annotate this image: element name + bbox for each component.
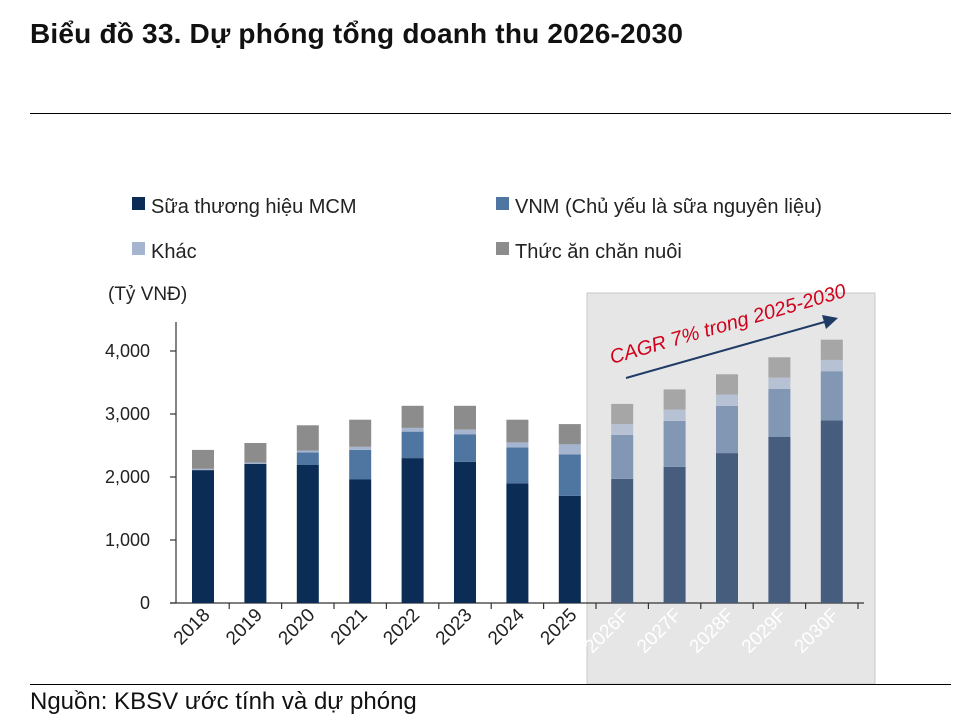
bar-series [192,339,843,603]
bar-segment-2024-series-1 [506,483,529,603]
bar-segment-2030F-series-3 [820,359,843,372]
x-tick-label-2021: 2021 [327,605,372,650]
bar-segment-2029F-series-3 [768,377,791,389]
title-divider [30,113,951,114]
bar-segment-2030F-series-1 [820,420,843,603]
bar-segment-2021-series-4 [349,419,372,447]
y-tick-label: 4,000 [105,341,150,361]
legend-swatch-feed [496,242,509,255]
x-tick-label-2024: 2024 [484,604,529,649]
bar-segment-2018-series-3 [192,468,214,471]
bar-segment-2029F-series-2 [768,388,791,437]
cagr-arrow-line [625,320,829,379]
bar-segment-2026F-series-1 [611,478,634,603]
x-tick-label-2025: 2025 [537,605,582,650]
bar-segment-2019-series-4 [244,443,267,463]
bar-segment-2024-series-2 [506,447,529,484]
y-axis-unit: (Tỷ VNĐ) [108,284,187,305]
x-tick-label-2019: 2019 [222,605,267,650]
bar-segment-2019-series-3 [244,462,267,464]
legend: Sữa thương hiệu MCM VNM (Chủ yếu là sữa … [132,196,822,263]
bar-segment-2022-series-3 [401,427,424,432]
legend-label-mcm: Sữa thương hiệu MCM [151,196,357,218]
bar-segment-2030F-series-2 [820,371,843,421]
x-tick-label-2023: 2023 [432,605,477,650]
bar-segment-2021-series-1 [349,479,372,603]
bar-segment-2022-series-4 [401,405,424,428]
y-tick-label: 3,000 [105,404,150,424]
bar-segment-2025-series-4 [558,424,581,445]
bar-segment-2027F-series-4 [663,389,686,410]
x-tick-label-2020: 2020 [275,605,320,650]
bar-segment-2023-series-2 [454,434,476,462]
bar-segment-2020-series-2 [296,452,319,465]
x-tick-label-2022: 2022 [379,605,424,650]
legend-swatch-vnm [496,197,509,210]
bar-segment-2025-series-2 [558,454,581,496]
bar-segment-2022-series-1 [401,458,424,603]
x-tick-label-2018: 2018 [170,605,215,650]
bar-segment-2026F-series-2 [611,434,634,479]
bar-segment-2018-series-4 [192,449,214,469]
legend-swatch-mcm [132,197,145,210]
bar-segment-2020-series-4 [296,425,319,451]
bar-segment-2028F-series-4 [716,374,738,395]
chart-title: Biểu đồ 33. Dự phóng tổng doanh thu 2026… [30,18,684,49]
bar-segment-2023-series-4 [454,405,476,430]
y-tick-label: 0 [140,593,150,613]
bar-segment-2025-series-1 [558,495,581,603]
bar-segment-2029F-series-1 [768,436,791,603]
bar-segment-2020-series-1 [296,465,319,603]
legend-label-feed: Thức ăn chăn nuôi [515,241,682,263]
bar-segment-2028F-series-3 [716,394,738,406]
bar-segment-2027F-series-1 [663,466,686,603]
y-tick-label: 1,000 [105,530,150,550]
bar-segment-2026F-series-3 [611,424,634,435]
bar-segment-2020-series-3 [296,450,319,453]
bar-segment-2022-series-2 [401,431,424,459]
bar-segment-2026F-series-4 [611,403,634,425]
bar-segment-2028F-series-2 [716,405,738,454]
bar-segment-2027F-series-3 [663,409,686,421]
bar-segment-2018-series-1 [192,470,214,603]
bar-segment-2024-series-4 [506,419,529,443]
bar-segment-2023-series-3 [454,429,476,435]
bar-segment-2024-series-3 [506,442,529,448]
bar-segment-2027F-series-2 [663,420,686,467]
y-axis-ticks: 0 1,000 2,000 3,000 4,000 [105,341,176,613]
cagr-arrow-head [822,315,838,329]
bar-segment-2028F-series-1 [716,453,738,603]
bar-segment-2021-series-2 [349,449,372,480]
legend-swatch-khac [132,242,145,255]
bar-segment-2030F-series-4 [820,339,843,360]
bar-segment-2023-series-1 [454,461,476,603]
bar-segment-2029F-series-4 [768,357,791,378]
stacked-bar-chart: Sữa thương hiệu MCM VNM (Chủ yếu là sữa … [105,196,876,684]
bar-segment-2025-series-3 [558,444,581,455]
footer-divider [30,684,951,685]
legend-label-khac: Khác [151,241,197,263]
legend-label-vnm: VNM (Chủ yếu là sữa nguyên liệu) [515,196,822,218]
source-note: Nguồn: KBSV ước tính và dự phóng [30,688,417,715]
bar-segment-2019-series-1 [244,463,267,603]
y-tick-label: 2,000 [105,467,150,487]
bar-segment-2021-series-3 [349,446,372,450]
